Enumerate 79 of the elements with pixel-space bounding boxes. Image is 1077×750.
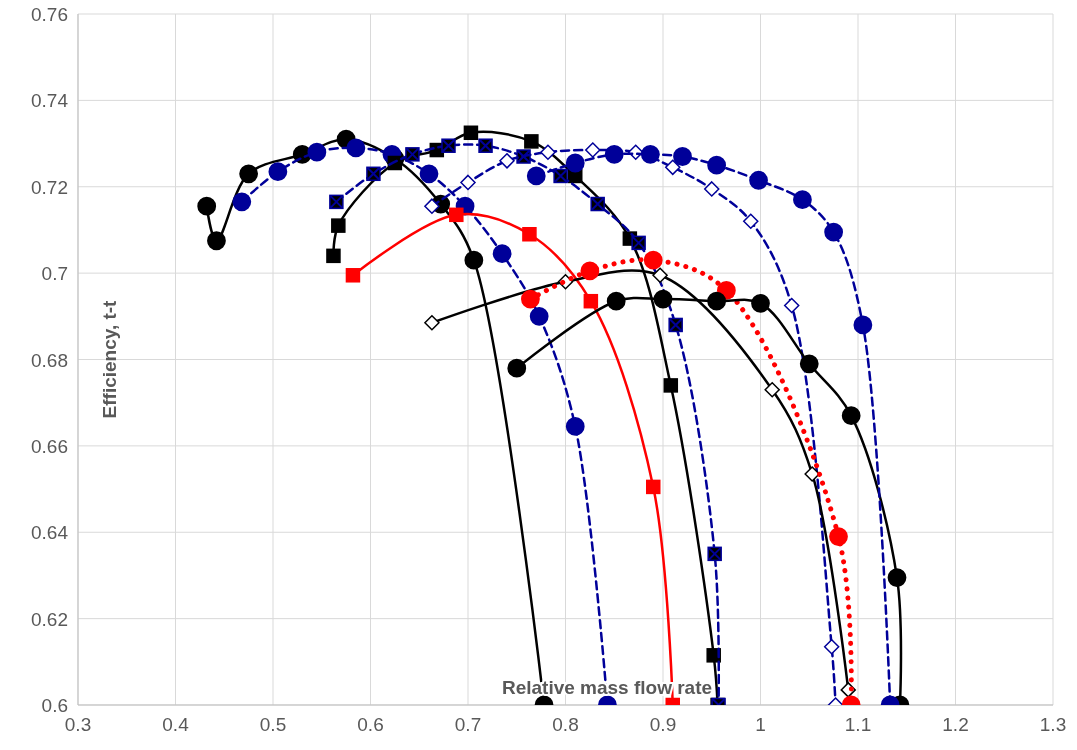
- point: [829, 527, 848, 546]
- point: [887, 568, 907, 587]
- point: [197, 196, 217, 216]
- point: [743, 213, 759, 230]
- y-tick-label: 0.62: [31, 608, 68, 630]
- point: [529, 306, 549, 326]
- point: [663, 378, 679, 393]
- point: [653, 289, 673, 309]
- point: [749, 170, 768, 190]
- x-tick-label: 0.6: [357, 714, 384, 735]
- point: [345, 268, 361, 283]
- y-tick-label: 0.6: [41, 695, 68, 716]
- y-tick-label: 0.72: [31, 176, 68, 198]
- point: [799, 354, 819, 374]
- x-tick-label: 1.3: [1039, 714, 1067, 735]
- x-tick-label: 0.7: [454, 714, 482, 735]
- point: [268, 162, 288, 182]
- point: [673, 147, 692, 166]
- point: [640, 144, 660, 164]
- point: [704, 181, 720, 197]
- point: [463, 125, 479, 141]
- point: [580, 261, 600, 281]
- y-tick-label: 0.76: [31, 4, 68, 25]
- point: [307, 142, 327, 162]
- point: [565, 417, 585, 436]
- point: [460, 174, 476, 191]
- point: [764, 381, 780, 398]
- x-tick-label: 0.9: [649, 714, 677, 735]
- point: [419, 164, 439, 184]
- point: [424, 198, 440, 214]
- y-tick-label: 0.66: [31, 435, 68, 457]
- y-tick-label: 0.68: [31, 349, 68, 371]
- point: [331, 218, 346, 233]
- x-tick-label: 1.1: [844, 714, 872, 735]
- point: [652, 267, 668, 284]
- point: [643, 250, 663, 270]
- point: [665, 159, 681, 176]
- point: [522, 227, 537, 242]
- y-tick-label: 0.64: [31, 522, 69, 544]
- point: [853, 315, 873, 335]
- point: [804, 466, 820, 482]
- point: [606, 291, 626, 311]
- point: [499, 153, 515, 169]
- point: [326, 248, 341, 264]
- x-tick-label: 1: [755, 714, 766, 735]
- point: [793, 190, 812, 210]
- point: [585, 142, 601, 158]
- point: [507, 358, 527, 378]
- point: [604, 144, 624, 164]
- point: [707, 155, 727, 175]
- point: [583, 293, 599, 309]
- x-tick-label: 0.3: [64, 714, 92, 735]
- point: [524, 134, 539, 149]
- point: [239, 164, 259, 184]
- x-tick-label: 1.2: [942, 714, 969, 735]
- point: [424, 315, 440, 331]
- point: [521, 289, 540, 309]
- point: [707, 291, 727, 311]
- point: [449, 207, 464, 223]
- x-tick-label: 0.8: [552, 714, 579, 735]
- point: [346, 138, 366, 158]
- point: [565, 153, 585, 173]
- point: [526, 166, 546, 186]
- point: [492, 244, 512, 264]
- x-tick-label: 0.4: [162, 714, 190, 735]
- point: [841, 406, 861, 426]
- point: [823, 638, 840, 655]
- point: [232, 192, 252, 212]
- y-tick-label: 0.7: [41, 263, 68, 285]
- point: [783, 297, 800, 314]
- point: [646, 479, 661, 495]
- point: [751, 293, 770, 313]
- y-tick-label: 0.74: [31, 90, 69, 112]
- y-axis-title: Efficiency, t-t: [99, 299, 120, 419]
- point: [540, 144, 556, 160]
- x-tick-label: 0.5: [259, 714, 287, 735]
- point: [824, 222, 844, 242]
- point: [207, 231, 226, 251]
- point: [464, 250, 484, 270]
